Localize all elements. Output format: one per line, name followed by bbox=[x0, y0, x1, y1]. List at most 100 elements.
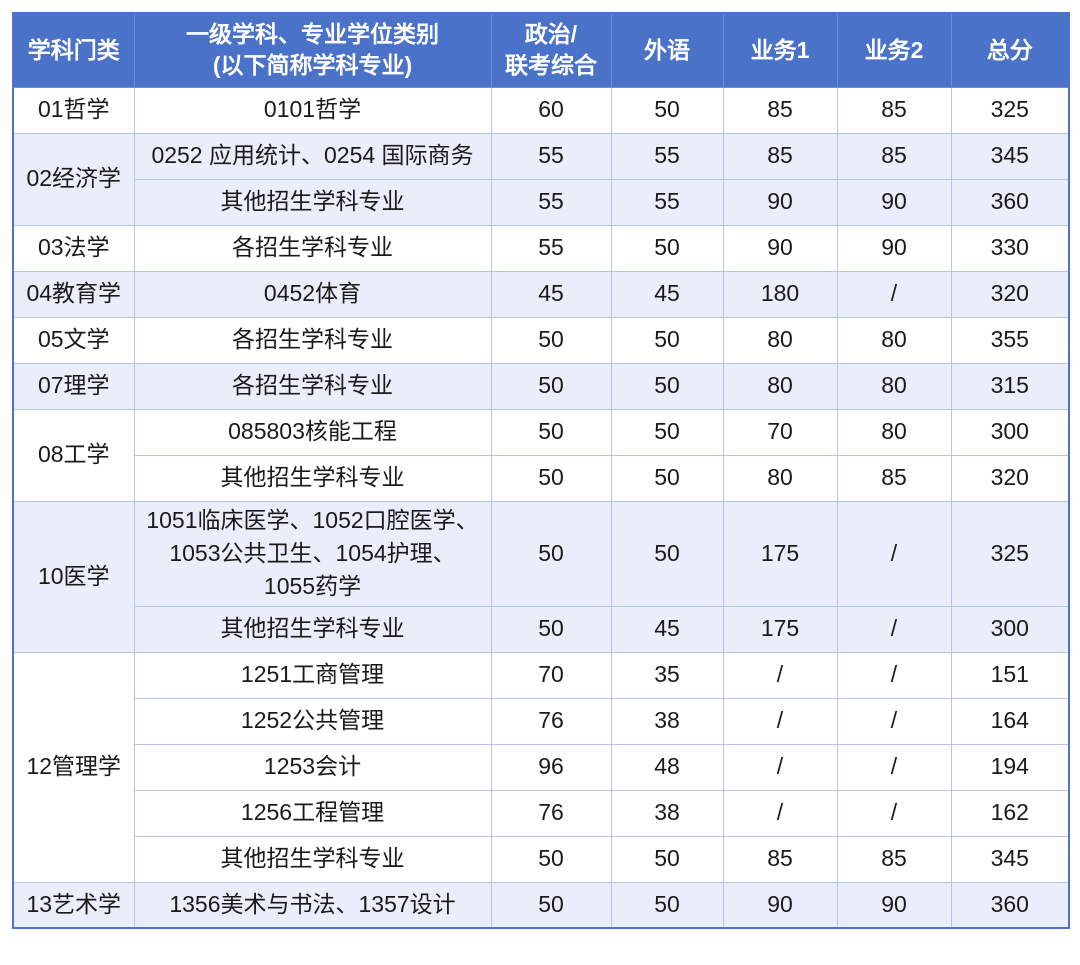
major-cell: 1356美术与书法、1357设计 bbox=[133, 881, 492, 929]
table-row: 12管理学 1251工商管理 70 35//151 bbox=[12, 651, 1070, 883]
header-row: 学科门类 一级学科、专业学位类别 (以下简称学科专业) 政治/联考综合 外语 业务1 业务2… bbox=[12, 12, 1070, 88]
business2-score-cell: / bbox=[836, 270, 952, 318]
foreign-score-cell: 50 bbox=[610, 408, 724, 456]
table-row: 05文学 各招生学科专业 50 50 80 80 355 bbox=[12, 316, 1070, 364]
table-body: 01哲学 0101哲学 60 50 85 85 325 02经济学 0252 应用统计、0254… bbox=[12, 86, 1070, 929]
column-header-politics-line: 政治/ bbox=[524, 21, 578, 48]
major-cell: 1252公共管理 bbox=[133, 697, 492, 745]
foreign-score-cell: 38 bbox=[610, 789, 724, 837]
business1-score-cell: 90 bbox=[722, 881, 838, 929]
major-cell: 各招生学科专业 bbox=[133, 316, 492, 364]
category-cell: 04教育学 bbox=[12, 270, 135, 318]
total-score-cell: 162 bbox=[950, 789, 1070, 837]
column-header-category: 学科门类 bbox=[12, 12, 135, 88]
column-header-business2-line: 业务2 bbox=[864, 36, 924, 63]
business2-score-cell: / bbox=[836, 651, 952, 699]
politics-score-cell: 50 bbox=[490, 881, 612, 929]
table-row: 08工学 085803核能工程 50 50 70 80 300 bbox=[12, 408, 1070, 502]
business1-score-cell: 175 bbox=[722, 500, 838, 607]
column-header-politics-line: 联考综合 bbox=[505, 52, 597, 79]
business1-score-cell: 175 bbox=[722, 605, 838, 653]
business1-score-cell: 85 bbox=[722, 835, 838, 883]
foreign-score-cell: 48 bbox=[610, 743, 724, 791]
total-score-cell: 355 bbox=[950, 316, 1070, 364]
business2-score-cell: 80 bbox=[836, 316, 952, 364]
major-cell: 0101哲学 bbox=[133, 86, 492, 134]
table-row: 02经济学 0252 应用统计、0254 国际商务 55 55 85 85 345 bbox=[12, 132, 1070, 226]
column-header-major-line: (以下简称学科专业) bbox=[212, 52, 413, 79]
major-cell: 0252 应用统计、0254 国际商务 bbox=[133, 132, 492, 180]
total-score-cell: 320 bbox=[950, 270, 1070, 318]
table-row: 10医学 1051临床医学、1052口腔医学、 1053公共卫生、1054护理、 … bbox=[12, 500, 1070, 653]
total-score-cell: 315 bbox=[950, 362, 1070, 410]
column-header-business1-line: 业务1 bbox=[750, 36, 810, 63]
politics-score-cell: 70 bbox=[490, 651, 612, 699]
major-cell: 1256工程管理 bbox=[133, 789, 492, 837]
politics-score-cell: 50 bbox=[490, 408, 612, 456]
business1-score-cell: 80 bbox=[722, 362, 838, 410]
politics-score-cell: 50 bbox=[490, 835, 612, 883]
column-header-business1: 业务1 bbox=[722, 12, 838, 88]
foreign-score-cell: 50 bbox=[610, 362, 724, 410]
table-row: 1256工程管理 76 38//162 bbox=[13, 789, 1070, 837]
table-row: 07理学 各招生学科专业 50 50 80 80 315 bbox=[12, 362, 1070, 410]
business1-score-cell: 80 bbox=[722, 454, 838, 502]
column-header-politics: 政治/联考综合 bbox=[490, 12, 612, 88]
business1-score-cell: 85 bbox=[722, 86, 838, 134]
total-score-cell: 360 bbox=[950, 881, 1070, 929]
foreign-score-cell: 50 bbox=[610, 454, 724, 502]
category-cell: 08工学 bbox=[12, 408, 135, 502]
major-cell: 各招生学科专业 bbox=[133, 362, 492, 410]
column-header-business2: 业务2 bbox=[836, 12, 952, 88]
table-row: 03法学 各招生学科专业 55 50 90 90 330 bbox=[12, 224, 1070, 272]
politics-score-cell: 50 bbox=[490, 500, 612, 607]
table-row: 13艺术学 1356美术与书法、1357设计 50 50 90 90 360 bbox=[12, 881, 1070, 929]
category-cell: 13艺术学 bbox=[12, 881, 135, 929]
total-score-cell: 360 bbox=[950, 178, 1070, 226]
total-score-cell: 151 bbox=[950, 651, 1070, 699]
category-cell: 01哲学 bbox=[12, 86, 135, 134]
major-cell: 其他招生学科专业 bbox=[133, 454, 492, 502]
foreign-score-cell: 50 bbox=[610, 316, 724, 364]
business2-score-cell: 85 bbox=[836, 132, 952, 180]
table-row: 其他招生学科专业 50 50 85 85 345 bbox=[13, 835, 1070, 883]
politics-score-cell: 55 bbox=[490, 178, 612, 226]
column-header-category-line: 学科门类 bbox=[27, 36, 120, 63]
foreign-score-cell: 35 bbox=[610, 651, 724, 699]
total-score-cell: 330 bbox=[950, 224, 1070, 272]
politics-score-cell: 55 bbox=[490, 224, 612, 272]
total-score-cell: 300 bbox=[950, 605, 1070, 653]
table-row: 1253会计 96 48//194 bbox=[13, 743, 1070, 791]
politics-score-cell: 50 bbox=[490, 316, 612, 364]
business2-score-cell: 90 bbox=[836, 881, 952, 929]
column-header-foreign-line: 外语 bbox=[644, 36, 690, 63]
category-cell: 10医学 bbox=[12, 500, 135, 653]
politics-score-cell: 50 bbox=[490, 362, 612, 410]
business1-score-cell: / bbox=[722, 651, 838, 699]
category-cell: 12管理学 bbox=[12, 651, 135, 883]
business2-score-cell: / bbox=[836, 500, 952, 607]
foreign-score-cell: 50 bbox=[610, 881, 724, 929]
foreign-score-cell: 50 bbox=[610, 224, 724, 272]
major-cell: 其他招生学科专业 bbox=[133, 605, 492, 653]
foreign-score-cell: 50 bbox=[610, 835, 724, 883]
table-row: 01哲学 0101哲学 60 50 85 85 325 bbox=[12, 86, 1070, 134]
foreign-score-cell: 38 bbox=[610, 697, 724, 745]
politics-score-cell: 60 bbox=[490, 86, 612, 134]
table-row: 1252公共管理 76 38//164 bbox=[13, 697, 1070, 745]
business2-score-cell: 80 bbox=[836, 362, 952, 410]
column-header-total-line: 总分 bbox=[986, 36, 1033, 63]
business1-score-cell: 90 bbox=[722, 224, 838, 272]
business1-score-cell: 70 bbox=[722, 408, 838, 456]
total-score-cell: 325 bbox=[950, 500, 1070, 607]
major-cell: 1253会计 bbox=[133, 743, 492, 791]
business2-score-cell: 85 bbox=[836, 835, 952, 883]
politics-score-cell: 50 bbox=[490, 454, 612, 502]
major-cell: 其他招生学科专业 bbox=[133, 835, 492, 883]
category-cell: 02经济学 bbox=[12, 132, 135, 226]
major-cell: 1251工商管理 bbox=[133, 651, 492, 699]
major-cell: 085803核能工程 bbox=[133, 408, 492, 456]
business1-score-cell: / bbox=[722, 789, 838, 837]
business1-score-cell: / bbox=[722, 743, 838, 791]
